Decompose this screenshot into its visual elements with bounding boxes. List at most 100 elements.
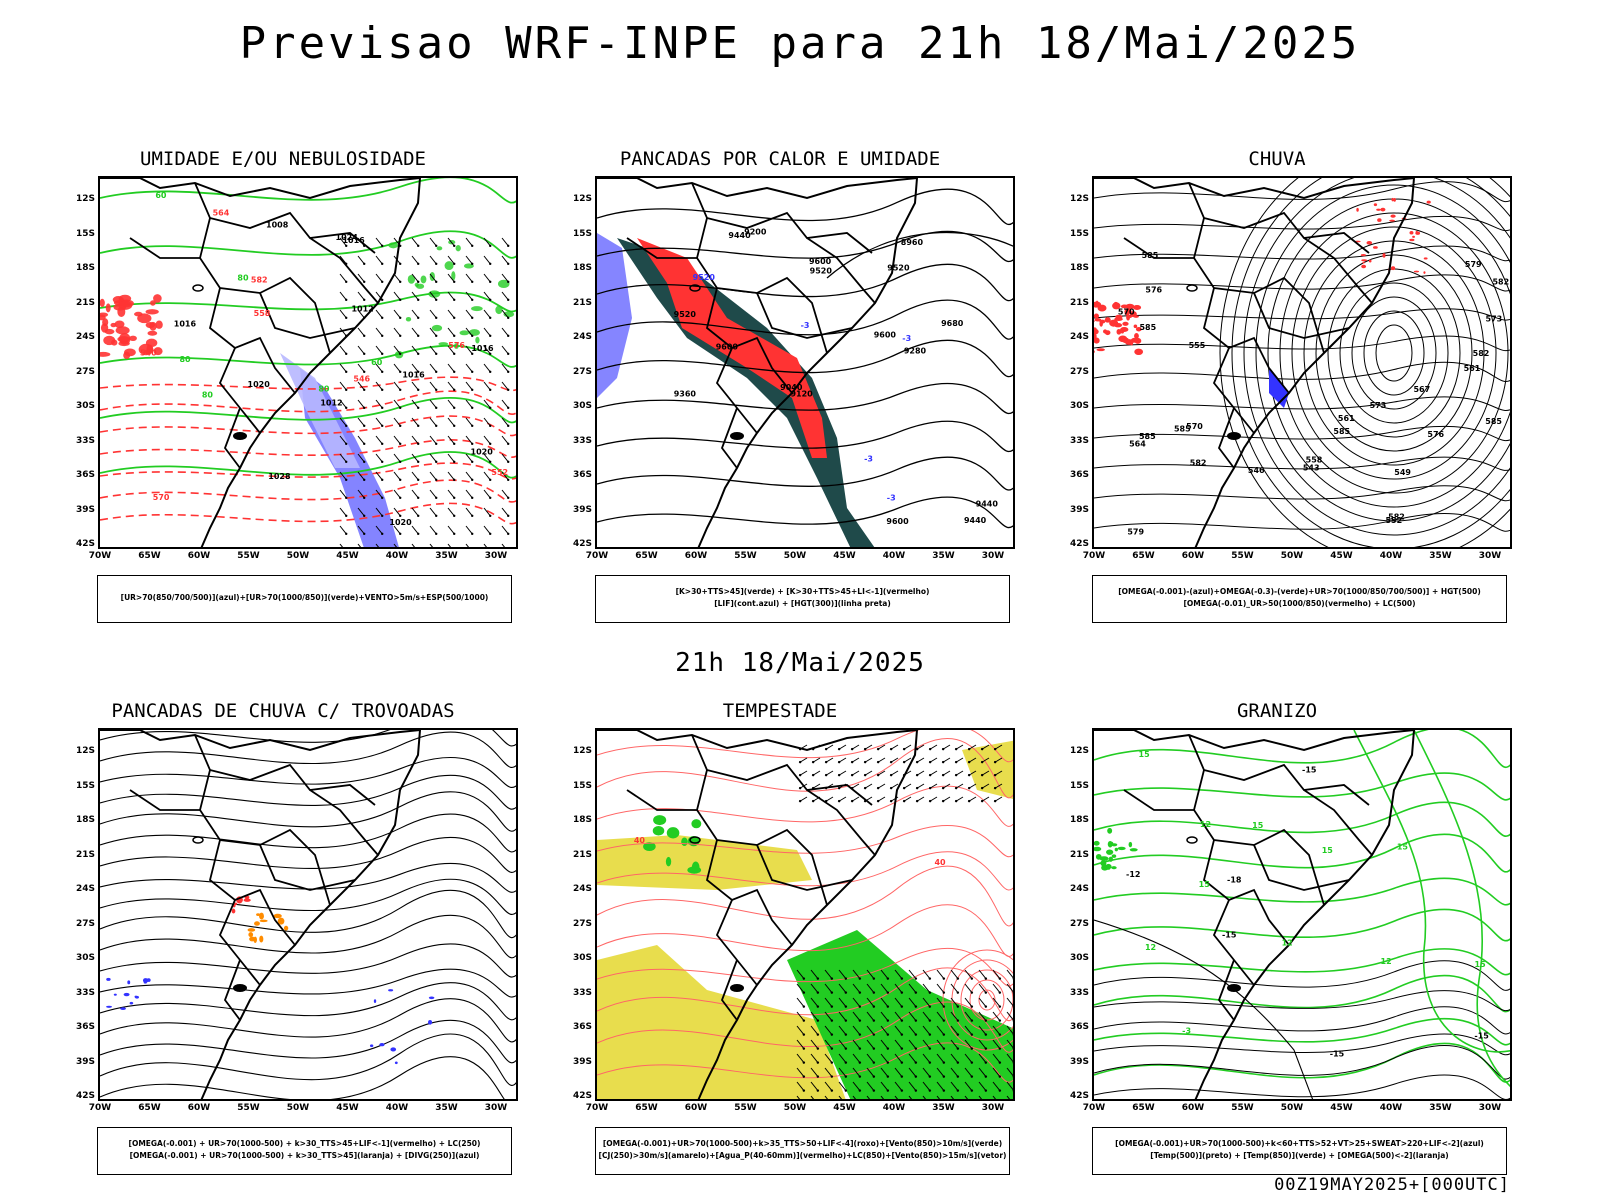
lat-tick-label: 39S (572, 1056, 592, 1067)
contour-label: 579 (1127, 528, 1144, 537)
contour-label: 1020 (248, 380, 271, 389)
contour-label: 15 (1397, 842, 1409, 851)
contour-label: 552 (1385, 516, 1402, 525)
contour-label: 1016 (174, 319, 197, 328)
map-svg: -3 15 15 15 12 12 12 15 -12 -15 -15 -15 -18 -15 15 12 15 (1094, 730, 1510, 1099)
lon-tick-label: 60W (684, 1103, 708, 1113)
lat-tick-label: 21S (75, 849, 95, 860)
contour-label: 80 (318, 385, 330, 394)
contour-label: 9520 (674, 310, 697, 319)
lon-tick-label: 40W (882, 551, 906, 561)
lat-tick-label: 21S (572, 849, 592, 860)
contour-label: -3 (864, 455, 873, 464)
lon-tick-label: 55W (734, 551, 757, 561)
map-canvas: 40 40 (595, 728, 1015, 1101)
map-canvas: -3 15 15 15 12 12 12 15 -12 -15 -15 -15 -18 -15 15 12 15 (1092, 728, 1512, 1101)
lat-tick-label: 36S (572, 1022, 592, 1032)
lat-tick-label: 30S (1069, 953, 1089, 963)
lat-tick-label: 39S (572, 504, 592, 515)
lon-tick-label: 40W (1379, 1103, 1403, 1113)
contour-label: 573 (1370, 401, 1387, 410)
contour-label: 585 (1139, 432, 1156, 441)
contour-label: 80 (179, 355, 191, 364)
lon-tick-label: 45W (336, 551, 359, 561)
contour-label: 549 (1394, 468, 1411, 477)
map-frame: 12S 15S 18S 21S 24S 27S 30S 33S 36S 39S 42S 70W 65W 6… (1062, 176, 1512, 571)
contour-label: -3 (887, 493, 896, 502)
map-frame: 12S 15S 18S 21S 24S 27S 30S 33S 36S 39S 42S 70W 65W 6… (68, 728, 518, 1123)
legend-box: [UR>70(850/700/500)](azul)+[UR>70(1000/8… (97, 575, 512, 623)
legend-line: [OMEGA(-0.001)+UR>70(1000-500)+k<60+TTS>… (1115, 1139, 1484, 1148)
map-svg: 585 585 585 585 585 582 582 582 579 579 576 576 573 5… (1094, 178, 1510, 547)
lon-tick-label: 30W (981, 551, 1005, 561)
contour-label: -3 (1182, 1026, 1191, 1035)
legend-line: [LIF](cont.azul) + [HGT(300)](linha pret… (714, 599, 891, 608)
contour-label: 582 (251, 275, 268, 284)
lat-tick-label: 39S (75, 1056, 95, 1067)
lat-tick-label: 33S (75, 987, 95, 998)
contour-label: 1020 (389, 518, 412, 527)
panel-title: TEMPESTADE (722, 700, 838, 722)
lat-tick-label: 18S (75, 815, 95, 825)
mid-title: 21h 18/Mai/2025 (675, 648, 925, 678)
contour-label: 9200 (744, 227, 767, 236)
map-svg: 1016 1020 1012 1020 1024 1028 1016 1012 1008 1016… (100, 178, 516, 547)
legend-line: [Temp(500)](preto) + [Temp(850)](verde) … (1150, 1151, 1449, 1160)
lon-tick-label: 60W (187, 551, 211, 561)
lon-tick-label: 35W (932, 1103, 955, 1113)
contour-label: 9600 (809, 257, 832, 266)
contour-label: 570 (1118, 307, 1135, 316)
contour-label: 9680 (941, 319, 964, 328)
contour-label: 15 (1252, 821, 1264, 830)
lat-tick-label: 15S (572, 780, 592, 791)
panel-title: PANCADAS DE CHUVA C/ TROVOADAS (111, 700, 455, 722)
contour-label: -15 (1302, 765, 1317, 774)
lat-tick-label: 21S (1069, 849, 1089, 860)
contour-label: 9360 (674, 389, 697, 398)
lon-tick-label: 70W (585, 1103, 609, 1113)
contour-label: -3 (801, 321, 810, 330)
lon-tick-label: 30W (981, 1103, 1005, 1113)
contour-label: 564 (1129, 440, 1146, 449)
lon-tick-label: 30W (484, 1103, 508, 1113)
contour-label: 9520 (693, 273, 716, 282)
map-canvas: 9680 9600 9600 9600 9600 9520 9520 9520 9440 9440… (595, 176, 1015, 549)
contour-label: 12 (1282, 938, 1293, 947)
lat-tick-label: 30S (572, 953, 592, 963)
lat-tick-label: 15S (75, 228, 95, 239)
lat-tick-label: 36S (572, 470, 592, 480)
contour-label: 561 (1338, 414, 1355, 423)
contour-label: 9520 (810, 266, 833, 275)
lon-tick-label: 60W (187, 1103, 211, 1113)
lon-tick-label: 60W (1181, 1103, 1205, 1113)
lon-tick-label: 65W (138, 1103, 161, 1113)
lat-tick-label: 42S (75, 1091, 95, 1101)
contour-label: -18 (1227, 875, 1242, 884)
contour-label: 9040 (780, 383, 803, 392)
contour-label: -12 (1126, 870, 1140, 879)
lat-tick-label: 42S (75, 539, 95, 549)
lat-tick-label: 12S (75, 194, 95, 204)
lat-tick-label: 12S (75, 746, 95, 756)
contour-label: 1012 (320, 398, 342, 407)
lat-tick-label: 24S (75, 332, 95, 342)
lon-tick-label: 65W (1132, 551, 1155, 561)
lat-tick-label: 21S (75, 297, 95, 308)
lon-tick-label: 50W (1280, 1103, 1304, 1113)
forecast-stamp: 00Z19MAY2025+[000UTC] (1274, 1175, 1510, 1195)
contour-label: 1028 (268, 472, 291, 481)
lat-tick-label: 33S (1069, 987, 1089, 998)
panel-title: UMIDADE E/OU NEBULOSIDADE (140, 148, 426, 170)
lat-tick-label: 33S (572, 987, 592, 998)
lat-tick-label: 12S (572, 194, 592, 204)
contour-label: 582 (1473, 349, 1490, 358)
contour-label: 558 (254, 309, 271, 318)
lon-tick-label: 50W (783, 551, 807, 561)
contour-label: 555 (1189, 341, 1206, 350)
lon-tick-label: 35W (435, 1103, 458, 1113)
lat-tick-label: 18S (1069, 263, 1089, 273)
lon-tick-label: 65W (1132, 1103, 1155, 1113)
legend-line: [OMEGA(-0.001) + UR>70(1000-500) + k>30_… (129, 1151, 480, 1160)
map-frame: 12S 15S 18S 21S 24S 27S 30S 33S 36S 39S 42S 70W 65W 6… (1062, 728, 1512, 1123)
contour-label: 585 (1485, 417, 1502, 426)
